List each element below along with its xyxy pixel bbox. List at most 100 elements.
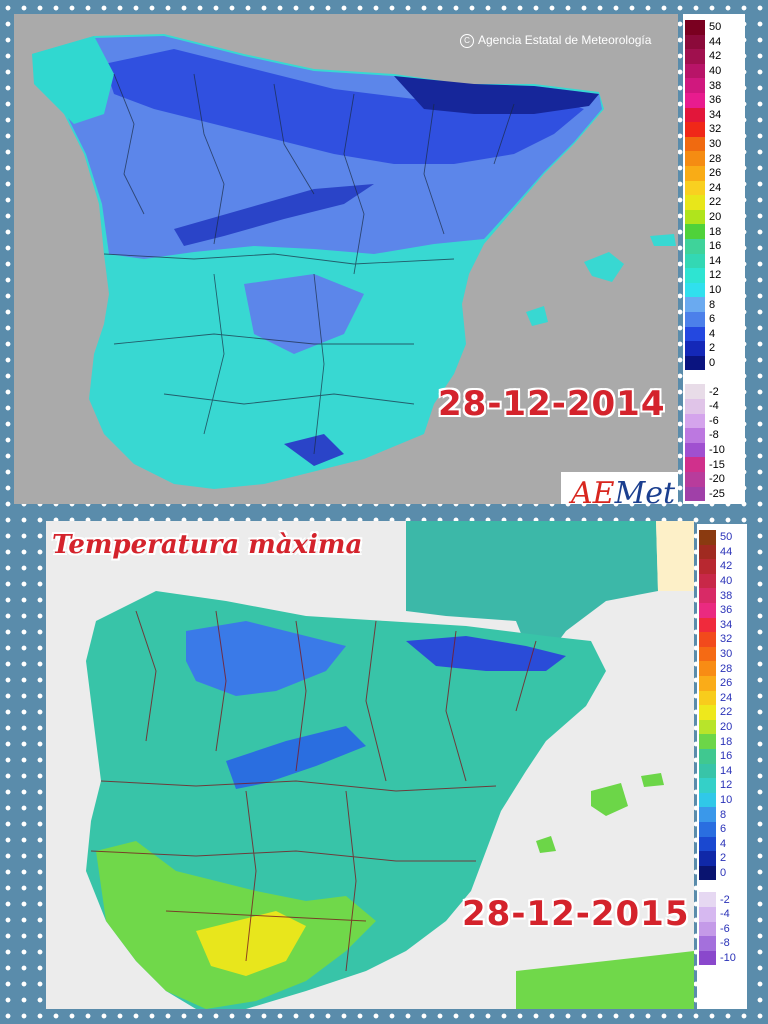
legend-label: 14 (709, 254, 722, 267)
legend-swatch (699, 544, 716, 560)
legend-label: -6 (709, 414, 719, 427)
legend-swatch (685, 78, 705, 93)
legend-label: 6 (720, 823, 727, 836)
legend-label: 50 (709, 21, 722, 34)
aemet-logo: AEMet (561, 472, 678, 504)
legend-label: 0 (709, 357, 716, 370)
legend-swatch (685, 457, 705, 472)
legend-entry: 6 (685, 312, 715, 327)
legend-label: -4 (709, 400, 719, 413)
legend-label: -10 (720, 952, 736, 965)
legend-label: -20 (709, 473, 725, 486)
france-warm-edge (656, 521, 694, 591)
ibiza (536, 836, 556, 853)
menorca (641, 773, 664, 787)
legend-swatch (699, 907, 716, 922)
copyright-credit: C Agencia Estatal de Meteorología (460, 33, 651, 48)
legend-label: 18 (709, 225, 722, 238)
legend-entry: 16 (699, 749, 732, 764)
date-label-2015: 28-12-2015 (462, 894, 690, 934)
legend-entry: 38 (685, 78, 721, 93)
central-cold-band (226, 726, 366, 789)
legend-swatch (699, 588, 716, 603)
legend-swatch (685, 399, 705, 414)
legend-swatch (685, 166, 705, 181)
legend-entry: 8 (699, 807, 726, 822)
legend-label: 18 (720, 735, 733, 748)
legend-label: 12 (709, 269, 722, 282)
legend-swatch (685, 107, 705, 123)
province-borders (103, 73, 515, 455)
legend-swatch (699, 851, 716, 866)
legend-swatch (685, 341, 705, 356)
cantabrian-cold (186, 621, 346, 696)
legend-swatch (699, 892, 716, 907)
legend-swatch (699, 705, 716, 720)
ibiza (526, 306, 548, 326)
legend-swatch (699, 690, 716, 706)
legend-entry: 28 (685, 151, 721, 166)
legend-entry: 26 (699, 676, 732, 691)
legend-label: 14 (720, 764, 733, 777)
legend-entry: -25 (685, 486, 725, 502)
legend-label: -15 (709, 458, 725, 471)
legend-label: 10 (720, 794, 733, 807)
legend-swatch (699, 778, 716, 793)
legend-entry: 14 (685, 253, 722, 269)
legend-label: 30 (720, 648, 733, 661)
legend-label: -4 (720, 908, 730, 921)
legend-label: 2 (709, 342, 716, 355)
legend-label: -25 (709, 487, 725, 500)
legend-swatch (685, 195, 705, 210)
legend-entry: 0 (699, 865, 726, 881)
legend-label: 36 (720, 604, 733, 617)
legend-label: 24 (709, 181, 722, 194)
legend-label: 34 (720, 618, 733, 631)
guadalquivir-warm (196, 911, 306, 976)
legend-label: 32 (720, 633, 733, 646)
legend-label: 4 (709, 327, 716, 340)
legend-entry: 26 (685, 166, 721, 181)
legend-entry: 8 (685, 297, 715, 312)
legend-entry: 0 (685, 355, 716, 371)
legend-label: 36 (709, 94, 722, 107)
legend-label: 34 (709, 108, 722, 121)
credit-text: Agencia Estatal de Meteorología (478, 33, 652, 47)
legend-label: 40 (720, 575, 733, 588)
legend-entry: 24 (685, 180, 722, 196)
legend-label: 12 (720, 779, 733, 792)
legend-entry: 10 (699, 792, 733, 808)
legend-swatch (685, 297, 705, 312)
map-title: Temperatura màxima (52, 530, 363, 560)
legend-swatch (699, 632, 716, 647)
mallorca (591, 783, 628, 816)
legend-entry: 22 (699, 705, 732, 720)
legend-entry: 44 (685, 34, 721, 50)
legend-label: 20 (720, 721, 733, 734)
legend-label: 42 (720, 560, 733, 573)
legend-swatch (685, 486, 705, 502)
legend-label: 22 (720, 706, 733, 719)
legend-swatch (685, 20, 705, 35)
legend-label: 40 (709, 65, 722, 78)
legend-entry: 12 (685, 268, 721, 283)
legend-label: 20 (709, 211, 722, 224)
legend-label: 22 (709, 196, 722, 209)
legend-label: 16 (709, 240, 722, 253)
legend-swatch (685, 34, 705, 50)
legend-entry: 18 (699, 734, 732, 749)
legend-swatch (699, 921, 716, 937)
legend-swatch (685, 428, 705, 443)
iberia-map-2014 (32, 34, 676, 489)
legend-entry: 34 (699, 617, 733, 633)
legend-entry: 4 (699, 836, 726, 852)
legend-label: 28 (709, 152, 722, 165)
legend-label: -6 (720, 922, 730, 935)
legend-entry: -2 (685, 384, 719, 399)
copyright-icon: C (460, 33, 474, 48)
legend-label: 28 (720, 662, 733, 675)
legend-swatch (699, 749, 716, 764)
legend-entry: 32 (685, 122, 721, 137)
legend-entry: 40 (699, 573, 733, 589)
legend-entry: 42 (685, 49, 721, 64)
